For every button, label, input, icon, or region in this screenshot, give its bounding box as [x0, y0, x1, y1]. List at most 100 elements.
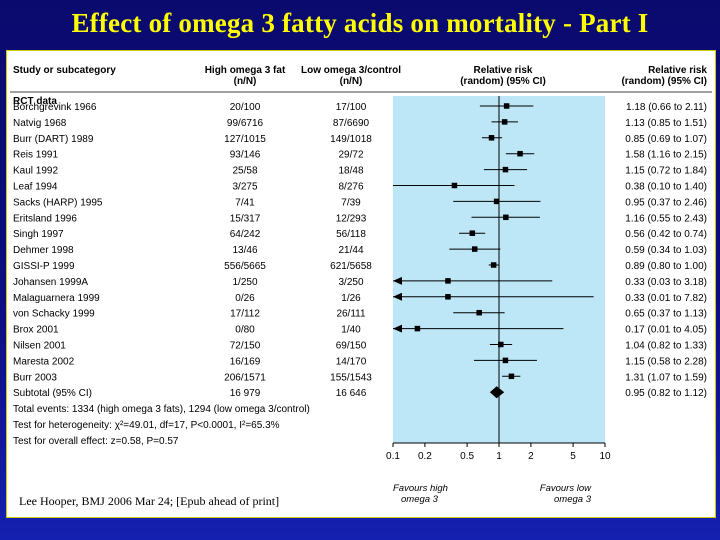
- study-name: Brox 2001: [13, 325, 59, 336]
- study-rr-value: 1.58 (1.16 to 2.15): [625, 150, 707, 161]
- header-rr-line1: Relative risk: [474, 65, 533, 76]
- study-rr-value: 0.59 (0.34 to 1.03): [625, 245, 707, 256]
- study-high-events: 15/317: [230, 213, 261, 224]
- favours-left-line1: Favours high: [393, 483, 448, 494]
- study-low-events: 87/6690: [333, 118, 370, 129]
- study-high-events: 16/169: [230, 356, 261, 367]
- study-high-events: 127/1015: [224, 134, 266, 145]
- study-high-events: 0/26: [235, 293, 255, 304]
- study-name: Kaul 1992: [13, 166, 58, 177]
- header-rr-line2: (random) (95% CI): [460, 76, 546, 87]
- study-name: Burr 2003: [13, 372, 57, 383]
- favours-right-line2: omega 3: [554, 494, 592, 505]
- study-high-events: 0/80: [235, 325, 255, 336]
- study-name: GISSI-P 1999: [13, 261, 75, 272]
- footnote: Test for heterogeneity: χ²=49.01, df=17,…: [13, 420, 280, 431]
- header-rr2-line2: (random) (95% CI): [621, 76, 707, 87]
- study-low-events: 18/48: [338, 166, 363, 177]
- study-low-events: 12/293: [336, 213, 367, 224]
- study-rr-value: 1.31 (1.07 to 1.59): [625, 372, 707, 383]
- study-low-events: 29/72: [338, 150, 363, 161]
- study-rr-value: 0.56 (0.42 to 0.74): [625, 229, 707, 240]
- study-high-events: 20/100: [230, 102, 261, 113]
- favours-left-line2: omega 3: [401, 494, 439, 505]
- point-estimate: [488, 135, 495, 141]
- study-high-events: 64/242: [230, 229, 261, 240]
- study-low-events: 14/170: [336, 356, 367, 367]
- point-estimate: [503, 214, 509, 221]
- study-low-events: 155/1543: [330, 372, 372, 383]
- point-estimate: [493, 198, 500, 205]
- point-estimate: [414, 325, 421, 332]
- study-name: Natvig 1968: [13, 118, 67, 129]
- study-high-events: 17/112: [230, 309, 260, 320]
- study-name: Nilsen 2001: [13, 341, 66, 352]
- study-low-events: 26/111: [336, 309, 366, 320]
- point-estimate: [501, 119, 508, 125]
- ci-arrow: [393, 292, 402, 301]
- study-low-events: 1/40: [341, 325, 361, 336]
- header-rr2-line1: Relative risk: [648, 65, 707, 76]
- study-low-events: 1/26: [341, 293, 361, 304]
- study-rr-value: 0.17 (0.01 to 4.05): [625, 325, 707, 336]
- study-rr-value: 1.13 (0.85 to 1.51): [625, 118, 707, 129]
- point-estimate: [498, 341, 504, 348]
- study-low-events: 149/1018: [330, 134, 372, 145]
- study-name: Johansen 1999A: [13, 277, 88, 288]
- study-low-events: 17/100: [336, 102, 367, 113]
- study-rr-value: 1.04 (0.82 to 1.33): [625, 341, 707, 352]
- study-rr-value: 0.33 (0.01 to 7.82): [625, 293, 707, 304]
- point-estimate: [445, 294, 451, 300]
- study-high-events: 72/150: [230, 341, 261, 352]
- x-tick-label: 1: [496, 451, 502, 462]
- study-name: Leaf 1994: [13, 182, 58, 193]
- subtotal-label: Subtotal (95% CI): [13, 388, 92, 399]
- forest-plot: Study or subcategory High omega 3 fat(n/N…: [10, 65, 712, 505]
- subtotal-rr-value: 0.95 (0.82 to 1.12): [625, 388, 707, 399]
- header-high-line2: (n/N): [234, 76, 257, 87]
- study-low-events: 56/118: [336, 229, 366, 240]
- study-rr-value: 0.85 (0.69 to 1.07): [625, 134, 707, 145]
- study-high-events: 556/5665: [224, 261, 266, 272]
- slide-title: Effect of omega 3 fatty acids on mortali…: [71, 8, 649, 38]
- study-name: Eritsland 1996: [13, 213, 77, 224]
- study-rr-value: 1.15 (0.72 to 1.84): [625, 166, 707, 177]
- x-tick-label: 2: [528, 451, 534, 462]
- study-low-events: 3/250: [338, 277, 363, 288]
- point-estimate: [445, 278, 451, 284]
- study-rr-value: 1.18 (0.66 to 2.11): [626, 102, 707, 113]
- point-estimate: [490, 262, 497, 268]
- study-rr-value: 1.15 (0.58 to 2.28): [625, 356, 707, 367]
- ci-arrow: [393, 276, 402, 285]
- point-estimate: [451, 182, 458, 189]
- study-name: Borchgrevink 1966: [13, 102, 97, 113]
- study-low-events: 69/150: [336, 341, 367, 352]
- study-name: Maresta 2002: [13, 356, 75, 367]
- study-rr-value: 0.95 (0.37 to 2.46): [625, 197, 707, 208]
- study-low-events: 7/39: [341, 197, 361, 208]
- study-low-events: 8/276: [338, 182, 363, 193]
- study-name: Reis 1991: [13, 150, 58, 161]
- study-high-events: 25/58: [232, 166, 257, 177]
- study-name: Singh 1997: [13, 229, 64, 240]
- ci-arrow: [393, 324, 402, 333]
- subtotal-diamond: [489, 386, 505, 399]
- point-estimate: [502, 166, 509, 173]
- study-low-events: 21/44: [338, 245, 363, 256]
- study-rr-value: 0.38 (0.10 to 1.40): [625, 182, 707, 193]
- point-estimate: [508, 373, 515, 380]
- study-rr-value: 0.89 (0.80 to 1.00): [625, 261, 707, 272]
- point-estimate: [517, 150, 523, 157]
- forest-plot-panel: Study or subcategory High omega 3 fat (n/N…: [6, 50, 716, 518]
- point-estimate: [503, 103, 510, 109]
- study-high-events: 1/250: [232, 277, 257, 288]
- study-high-events: 206/1571: [224, 372, 266, 383]
- study-high-events: 7/41: [235, 197, 255, 208]
- header-high-line1: High omega 3 fat: [205, 65, 286, 76]
- study-low-events: 621/5658: [330, 261, 372, 272]
- header-low-line1: Low omega 3/control: [301, 65, 401, 76]
- study-high-events: 99/6716: [227, 118, 264, 129]
- study-name: Malaguarnera 1999: [13, 293, 100, 304]
- study-rr-value: 0.33 (0.03 to 3.18): [625, 277, 707, 288]
- x-tick-label: 10: [599, 451, 611, 462]
